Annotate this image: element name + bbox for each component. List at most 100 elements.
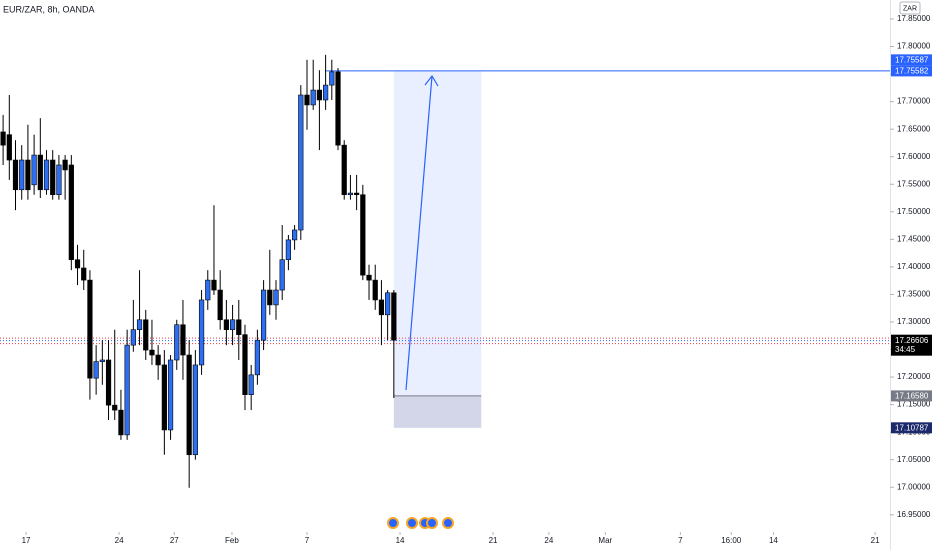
candle-body [74,259,81,269]
candle-body [242,334,248,395]
event-icon[interactable] [387,517,399,529]
candle-body [118,409,124,436]
candle-body [136,319,143,330]
candle-body [68,164,74,261]
currency: ZAR [903,5,917,12]
candle-body [205,279,211,301]
currency-box [899,1,921,15]
candle-body [105,359,112,406]
y-tick-label: 17.30000 [897,317,931,326]
target-zone [393,70,482,396]
candle-body [279,259,285,291]
candle-body [323,84,329,101]
candle-body [19,159,25,191]
alert-price-label-box [891,54,932,66]
stop-price-label-box [891,422,932,434]
candle-body [50,159,56,196]
y-tick-label: 17.50000 [897,207,931,216]
arrow-shaft [405,75,433,391]
candle-body [112,404,118,411]
candle-body [310,89,316,106]
candle-body [236,319,242,335]
candle-body [217,289,223,321]
candle-body [378,299,385,316]
target-price-label-box [891,65,932,77]
candle-body [229,319,236,330]
last-price-label: 17.26606 [895,336,929,345]
candle-body [360,194,366,276]
candle-body [12,159,19,191]
candle-body [87,279,93,379]
y-tick-label: 17.20000 [897,372,931,381]
stop-zone [393,395,482,428]
y-tick-label: 17.00000 [897,482,931,491]
candle-body [385,292,391,316]
candle-body [254,339,260,376]
candle-body [248,374,254,395]
x-tick-label: 7 [305,536,310,545]
y-tick-label: 17.05000 [897,455,931,464]
candle-body [273,289,279,306]
candle-body [186,354,192,456]
candle-body [316,89,323,101]
event-icon[interactable] [442,517,454,529]
y-tick-label: 17.85000 [897,14,931,23]
candle-body [62,159,68,171]
y-tick-label: 17.80000 [897,42,931,51]
y-tick-label: 17.35000 [897,290,931,299]
candle-body [304,94,310,106]
x-tick-label: 7 [678,536,683,545]
y-tick-label: 17.70000 [897,97,931,106]
alert-price-label: 17.75587 [895,55,929,64]
countdown: 34:45 [895,345,916,354]
stop-price-label: 17.10787 [895,423,929,432]
candle-body [31,154,37,186]
candle-body [198,299,205,366]
x-tick-label: 17 [22,536,31,545]
candle-body [335,71,341,146]
y-tick-label: 17.40000 [897,262,931,271]
candle-body [354,192,360,196]
candle-body [143,319,149,351]
candle-body [25,159,31,191]
x-tick-label: 24 [115,536,124,545]
target-price-label: 17.75582 [895,66,929,75]
candle-body [291,229,298,241]
candle-body [180,324,186,356]
x-tick-label: 24 [544,536,553,545]
candle-body [366,274,372,281]
candle-body [149,349,155,356]
y-tick-label: 17.55000 [897,179,931,188]
candle-body [285,239,291,261]
candle-body [56,164,62,196]
event-icon[interactable] [426,517,438,529]
candle-body [267,289,273,306]
last-price-box [891,334,932,356]
candle-body [93,361,99,379]
candle-body [174,324,180,361]
event-icon[interactable] [406,517,418,529]
y-tick-label: 17.60000 [897,152,931,161]
x-tick-label: 21 [489,536,498,545]
y-tick-label: 17.45000 [897,234,931,243]
y-tick-label: 16.95000 [897,510,931,519]
y-tick-label: 17.65000 [897,124,931,133]
entry-price-label-box [891,390,932,402]
x-tick-label: 14 [396,536,405,545]
candle-body [130,329,136,346]
y-tick-label: 17.15000 [897,400,931,409]
candle-body [155,354,161,366]
candle-body [298,94,304,231]
candle-body [372,279,378,301]
x-tick-label: Mar [598,536,612,545]
candle-body [223,319,229,330]
x-tick-label: Feb [225,536,239,545]
candle-body [211,279,217,291]
candle-body [391,292,397,341]
event-icons [387,517,454,529]
x-tick-label: 27 [170,536,179,545]
arrow-head [424,74,439,87]
candle-body [341,144,347,196]
candle-body [124,344,130,436]
